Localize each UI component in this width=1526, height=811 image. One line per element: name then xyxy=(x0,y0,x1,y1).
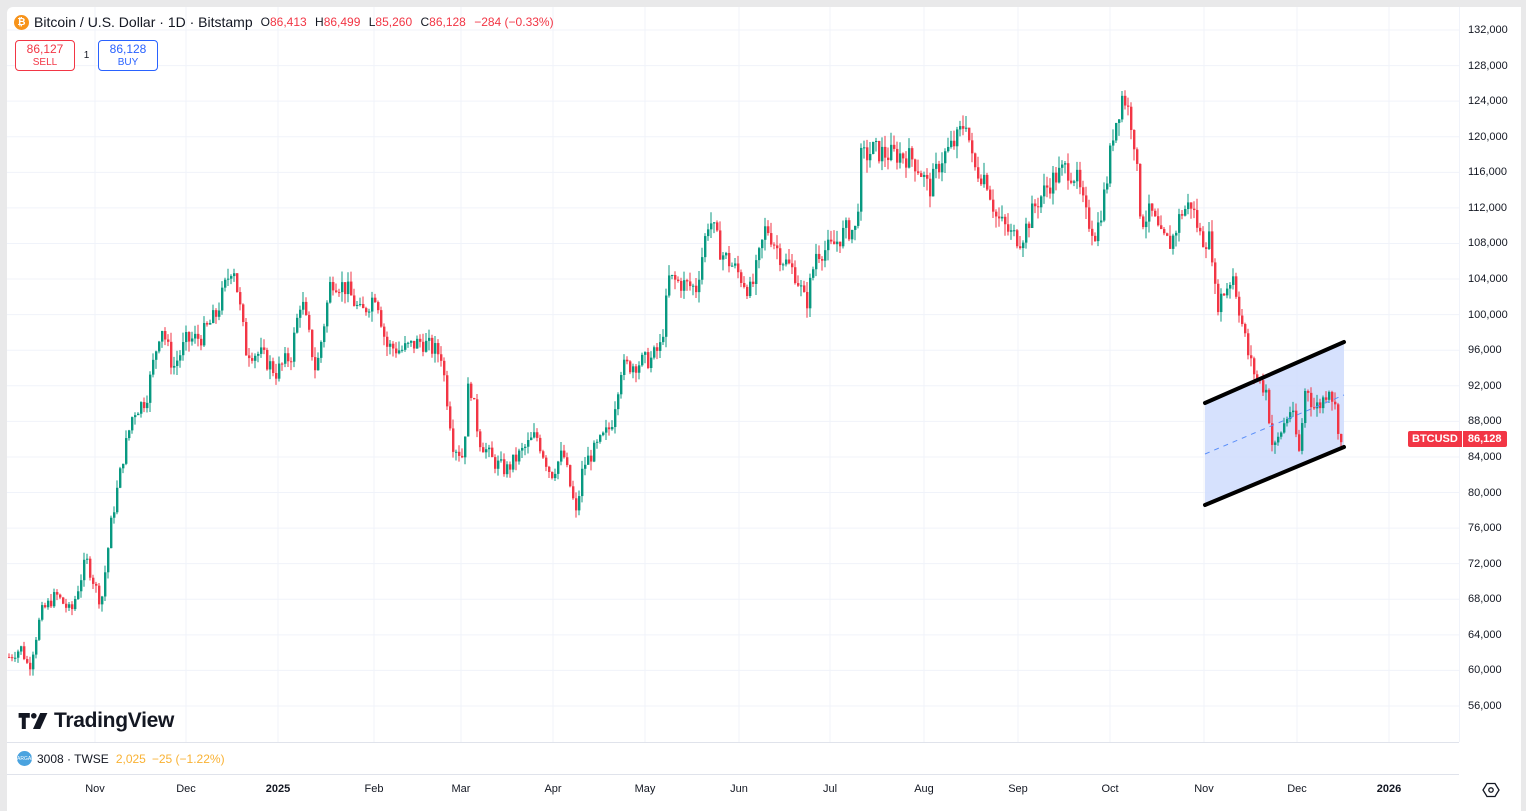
close-key: C xyxy=(420,15,430,29)
time-axis-label: Sep xyxy=(1008,783,1028,795)
close-value: 86,128 xyxy=(429,15,466,29)
chart-grid xyxy=(7,7,1459,742)
logo-text: TradingView xyxy=(54,709,175,732)
price-axis-label: 84,000 xyxy=(1468,450,1502,463)
buy-button[interactable]: 86,128 BUY xyxy=(98,40,158,71)
price-axis-label: 124,000 xyxy=(1468,95,1508,108)
right-panel-edge xyxy=(1521,0,1526,811)
high-key: H xyxy=(315,15,324,29)
price-axis-label: 128,000 xyxy=(1468,59,1508,72)
settings-icon[interactable] xyxy=(1482,781,1500,799)
pane-separator[interactable] xyxy=(7,742,1459,743)
indicator-change: −25 (−1.22%) xyxy=(151,751,225,766)
price-axis-label: 60,000 xyxy=(1468,664,1502,677)
price-tag-value: 86,128 xyxy=(1462,431,1507,447)
bitcoin-icon: ₿ xyxy=(14,14,29,30)
price-axis-label: 72,000 xyxy=(1468,557,1502,570)
time-axis-label: 2026 xyxy=(1376,783,1402,795)
symbol-title[interactable]: Bitcoin / U.S. Dollar · 1D · Bitstamp xyxy=(34,14,253,30)
price-axis-label: 108,000 xyxy=(1468,237,1508,250)
buy-label: BUY xyxy=(117,56,139,68)
candlestick-series xyxy=(8,90,1346,676)
time-axis-label: Apr xyxy=(544,783,562,795)
time-axis-label: Dec xyxy=(176,783,196,795)
last-price-tag: BTCUSD 86,128 xyxy=(1408,431,1507,447)
price-axis-label: 64,000 xyxy=(1468,628,1502,641)
time-axis-label: Feb xyxy=(364,783,384,795)
price-axis-label: 96,000 xyxy=(1468,344,1502,357)
price-axis-label: 116,000 xyxy=(1468,166,1507,179)
price-axis-label: 104,000 xyxy=(1468,273,1508,286)
trade-buttons: 86,127 SELL 1 86,128 BUY xyxy=(15,40,158,71)
sell-price: 86,127 xyxy=(26,41,64,56)
price-chart[interactable] xyxy=(7,7,1521,742)
price-axis-label: 92,000 xyxy=(1468,379,1502,392)
parallel-channel-drawing[interactable] xyxy=(1205,342,1344,505)
time-axis-label: Dec xyxy=(1287,783,1307,795)
time-axis-label: Jul xyxy=(822,783,838,795)
price-axis-label: 112,000 xyxy=(1468,201,1507,214)
spread-value: 1 xyxy=(83,50,90,61)
price-axis-label: 76,000 xyxy=(1468,522,1502,535)
open-key: O xyxy=(260,15,270,29)
time-axis-label: Oct xyxy=(1101,783,1119,795)
symbol-legend: ₿ Bitcoin / U.S. Dollar · 1D · Bitstamp … xyxy=(14,14,559,30)
price-axis-label: 88,000 xyxy=(1468,415,1502,428)
time-axis-border xyxy=(7,774,1459,775)
time-axis-label: Nov xyxy=(1194,783,1214,795)
time-axis-label: 2025 xyxy=(265,783,291,795)
price-axis-label: 80,000 xyxy=(1468,486,1502,499)
price-tag-symbol: BTCUSD xyxy=(1408,431,1462,447)
indicator-symbol[interactable]: 3008 · TWSE xyxy=(37,751,109,766)
price-axis-label: 68,000 xyxy=(1468,593,1502,606)
time-axis-label: Mar xyxy=(451,783,471,795)
tradingview-logo[interactable]: TradingView xyxy=(18,709,174,733)
price-axis-label: 120,000 xyxy=(1468,130,1508,143)
high-value: 86,499 xyxy=(323,15,361,29)
low-key: L xyxy=(368,15,376,29)
price-axis-border xyxy=(1459,7,1460,742)
low-value: 85,260 xyxy=(375,15,413,29)
change-value: −284 (−0.33%) xyxy=(474,15,554,29)
tradingview-logo-icon xyxy=(18,713,48,729)
indicator-legend: LARGAN 3008 · TWSE 2,025 −25 (−1.22%) xyxy=(14,751,225,766)
time-axis-label: May xyxy=(634,783,656,795)
largan-logo-icon: LARGAN xyxy=(14,751,35,766)
time-axis-label: Aug xyxy=(914,783,934,795)
sell-label: SELL xyxy=(32,56,58,68)
ohlc-values: O86,413 H86,499 L85,260 C86,128 −284 (−0… xyxy=(261,15,559,29)
price-axis-label: 100,000 xyxy=(1468,308,1508,321)
time-axis-label: Nov xyxy=(85,783,105,795)
sell-button[interactable]: 86,127 SELL xyxy=(15,40,75,71)
price-axis-label: 132,000 xyxy=(1468,24,1508,36)
time-axis-label: Jun xyxy=(730,783,748,795)
price-axis-label: 56,000 xyxy=(1468,700,1502,712)
indicator-value: 2,025 xyxy=(115,751,146,766)
open-value: 86,413 xyxy=(269,15,307,29)
buy-price: 86,128 xyxy=(109,41,147,56)
